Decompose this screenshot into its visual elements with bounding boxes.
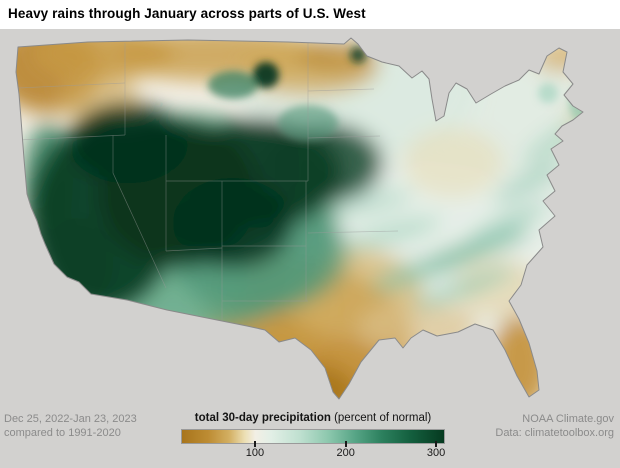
- date-range-line1: Dec 25, 2022-Jan 23, 2023: [4, 413, 137, 425]
- tick-label-300: 300: [426, 447, 446, 459]
- tick-mark-100: [253, 441, 256, 447]
- legend-title-units: (percent of normal): [330, 412, 432, 424]
- state-borders: [17, 43, 399, 323]
- tick-label-200: 200: [336, 447, 355, 459]
- legend-title-bold: total 30-day precipitation: [194, 412, 331, 424]
- source-line2: Data: climatetoolbox.org: [495, 427, 614, 439]
- us-map-svg: [15, 37, 584, 400]
- precipitation-anomaly-blobs: [16, 38, 583, 399]
- legend-title: total 30-day precipitation (percent of n…: [121, 412, 505, 424]
- map-fill-layer: [16, 38, 583, 399]
- source-line1: NOAA Climate.gov: [522, 413, 614, 425]
- precipitation-colorbar: [181, 429, 445, 444]
- date-range-caption: Dec 25, 2022-Jan 23, 2023 compared to 19…: [4, 412, 137, 440]
- us-outline: [15, 37, 584, 400]
- source-credit: NOAA Climate.gov Data: climatetoolbox.or…: [495, 412, 614, 440]
- title-bar: [0, 0, 620, 29]
- colorbar-legend: total 30-day precipitation (percent of n…: [181, 412, 445, 466]
- tick-mark-300: [435, 441, 438, 447]
- page-title: Heavy rains through January across parts…: [8, 6, 366, 21]
- us-precipitation-map: [8, 33, 612, 408]
- date-range-line2: compared to 1991-2020: [4, 427, 121, 439]
- tick-mark-200: [344, 441, 347, 447]
- tick-label-100: 100: [245, 447, 265, 459]
